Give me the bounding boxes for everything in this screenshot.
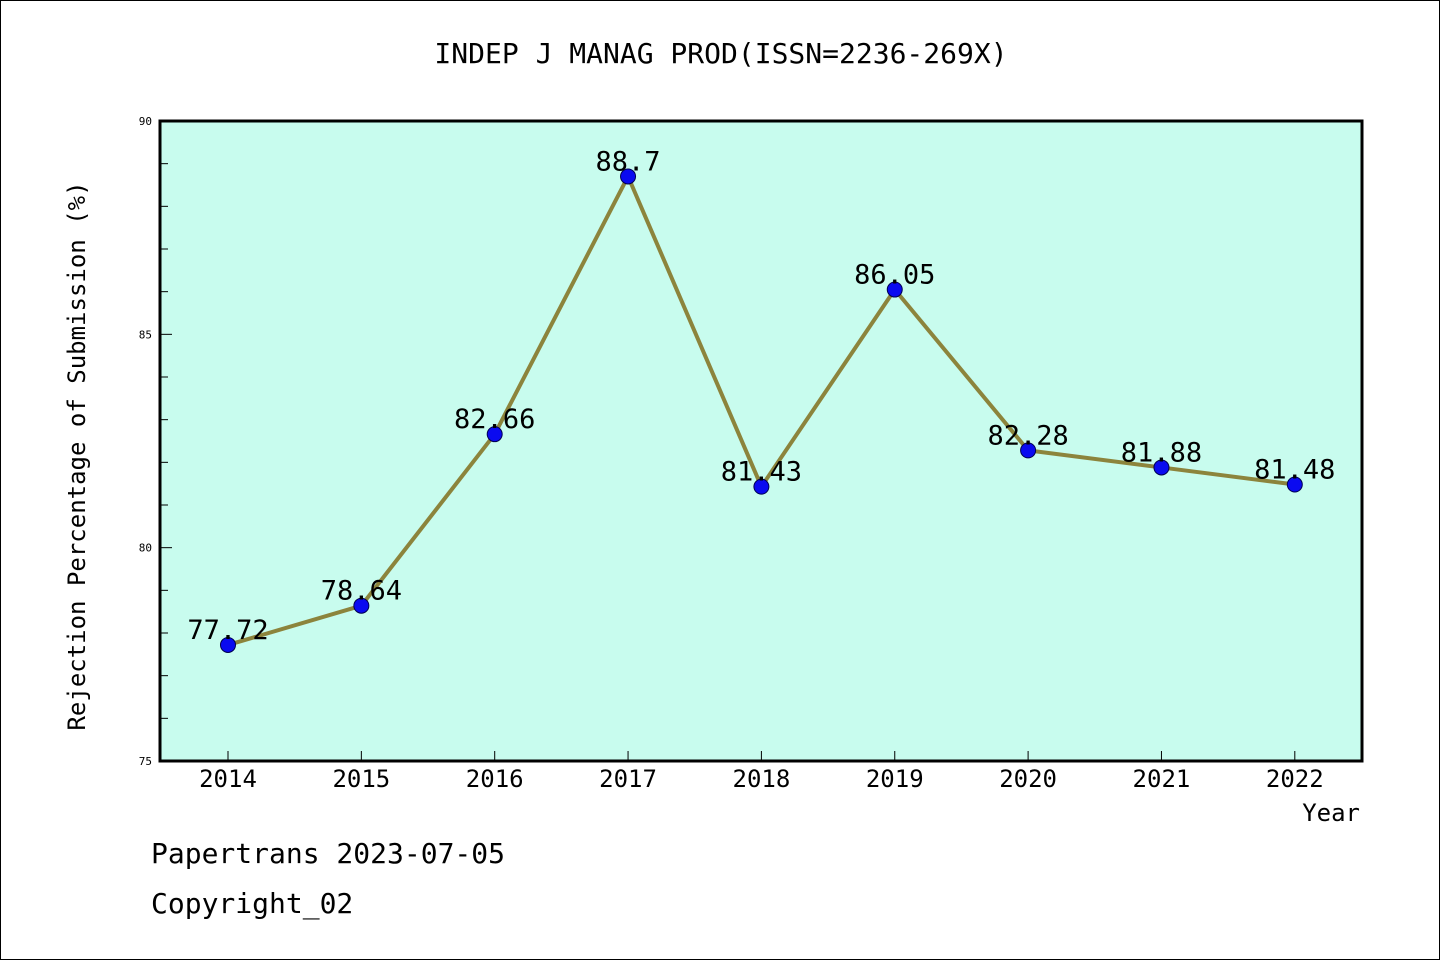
footer-date: Papertrans 2023-07-05: [151, 837, 506, 870]
data-label: 82.66: [454, 404, 535, 435]
data-point: [1020, 442, 1037, 459]
x-tick-label: 2014: [199, 765, 257, 793]
data-label: 82.28: [987, 420, 1068, 451]
y-tick-label: 85: [139, 328, 152, 341]
data-point: [620, 168, 637, 185]
x-tick-label: 2018: [733, 765, 791, 793]
plot-frame: [158, 119, 1364, 763]
data-points: [220, 168, 1303, 653]
data-label: 77.72: [187, 615, 268, 646]
data-point: [886, 281, 903, 298]
data-point: [753, 478, 770, 495]
plot-area: [160, 121, 1362, 761]
x-tick-label: 2017: [599, 765, 657, 793]
x-tick-label: 2022: [1266, 765, 1324, 793]
y-tick-label: 80: [139, 542, 152, 555]
x-tick-label: 2016: [466, 765, 524, 793]
data-label: 81.43: [721, 457, 802, 488]
data-point: [220, 636, 236, 653]
y-axis-label: Rejection Percentage of Submission (%): [63, 181, 91, 730]
x-tick-label: 2015: [332, 765, 390, 793]
data-label: 88.7: [596, 146, 661, 177]
x-tick-label: 2020: [999, 765, 1057, 793]
x-axis-label: Year: [1302, 799, 1360, 827]
x-tick-label: 2021: [1133, 765, 1191, 793]
data-point: [486, 426, 503, 443]
data-labels: 77.72 78.64 82.66 88.7 81.43 86.05 82.28 81.88 8…: [187, 146, 1335, 645]
x-tick-label: 2019: [866, 765, 924, 793]
x-axis-ticks: 2014 2015 2016 2017 2018 2019 2020 2021 2022: [199, 751, 1324, 793]
y-axis-ticks: 75 80 85 90: [139, 115, 172, 768]
data-label: 86.05: [854, 260, 935, 291]
y-tick-label: 90: [139, 115, 152, 128]
chart-title: INDEP J MANAG PROD(ISSN=2236-269X): [434, 37, 1008, 70]
footer-copyright: Copyright_02: [151, 887, 354, 920]
data-point: [353, 597, 370, 614]
data-label: 78.64: [321, 576, 402, 607]
y-tick-label: 75: [139, 755, 152, 768]
data-label: 81.48: [1254, 455, 1335, 486]
data-point: [1286, 476, 1303, 493]
data-label: 81.88: [1121, 437, 1202, 468]
data-point: [1153, 459, 1170, 476]
